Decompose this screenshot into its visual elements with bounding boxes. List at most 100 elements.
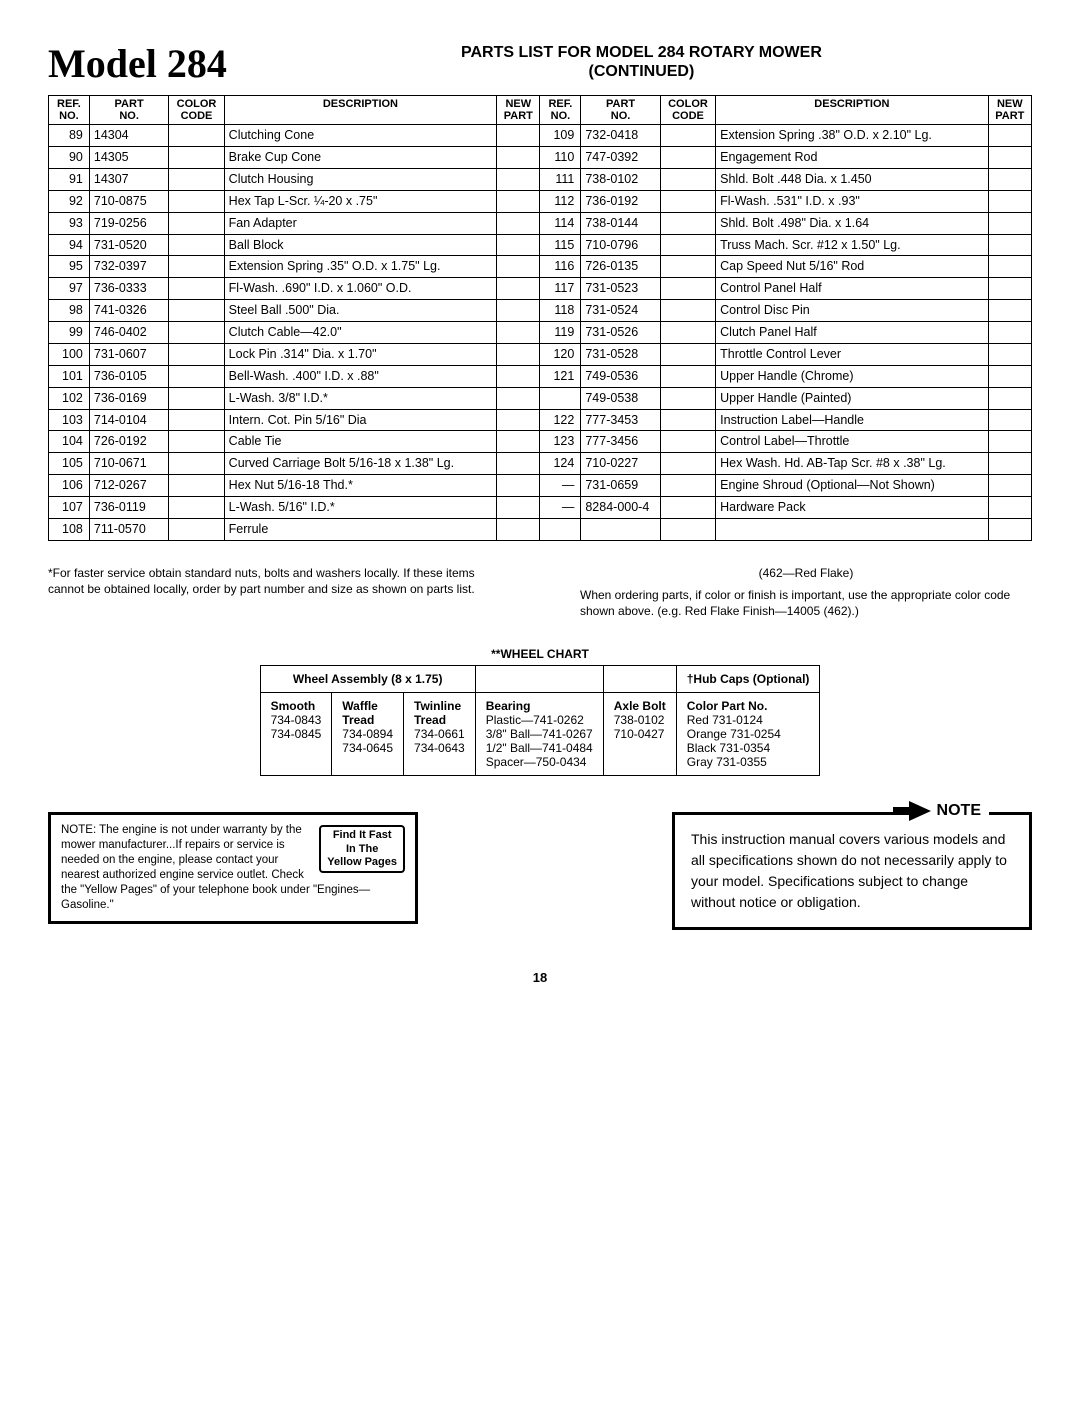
table-row: 93719-0256Fan Adapter114738-0144Shld. Bo… [49,212,1032,234]
part-cell: 736-0333 [89,278,168,300]
color-cell [169,431,224,453]
desc-cell: Ferrule [224,518,497,540]
part-cell: 731-0520 [89,234,168,256]
ref-cell: 114 [540,212,581,234]
wheel-smooth: Smooth734-0843 734-0845 [260,693,332,776]
color-cell [660,278,715,300]
part-cell: 731-0526 [581,322,660,344]
ref-cell: 99 [49,322,90,344]
ref-cell: 106 [49,475,90,497]
new-cell [497,431,540,453]
part-cell: 736-0169 [89,387,168,409]
desc-cell: Control Disc Pin [716,300,989,322]
part-cell: 738-0144 [581,212,660,234]
desc-cell: Steel Ball .500" Dia. [224,300,497,322]
color-cell [660,300,715,322]
table-row: 92710-0875Hex Tap L-Scr. ¼-20 x .75"1127… [49,190,1032,212]
table-row: 106712-0267Hex Nut 5/16-18 Thd.*—731-065… [49,475,1032,497]
new-cell [497,518,540,540]
title-line1: PARTS LIST FOR MODEL 284 ROTARY MOWER [461,44,822,61]
color-cell [660,365,715,387]
wheel-waffle: Waffle Tread734-0894 734-0645 [332,693,404,776]
new-cell [988,278,1031,300]
footnotes: *For faster service obtain standard nuts… [48,565,1032,620]
desc-cell: Ball Block [224,234,497,256]
new-cell [988,453,1031,475]
engine-warranty-note: Find It Fast In The Yellow Pages NOTE: T… [48,812,418,924]
col-new: NEW PART [497,96,540,125]
color-cell [660,453,715,475]
arrow-icon [909,801,931,821]
color-cell [660,168,715,190]
new-cell [988,518,1031,540]
ref-cell: 108 [49,518,90,540]
ref-cell: 115 [540,234,581,256]
footnote-right-text: When ordering parts, if color or finish … [580,587,1032,619]
new-cell [497,125,540,147]
color-cell [660,212,715,234]
color-cell [660,147,715,169]
col-new-2: NEW PART [988,96,1031,125]
table-row: 107736-0119L-Wash. 5/16" I.D.*—8284-000-… [49,497,1032,519]
desc-cell: Extension Spring .38" O.D. x 2.10" Lg. [716,125,989,147]
desc-cell: Lock Pin .314" Dia. x 1.70" [224,343,497,365]
new-cell [497,387,540,409]
new-cell [988,497,1031,519]
ref-cell: 109 [540,125,581,147]
new-cell [497,343,540,365]
desc-cell: Clutching Cone [224,125,497,147]
desc-cell: Shld. Bolt .448 Dia. x 1.450 [716,168,989,190]
table-row: 105710-0671 Curved Carriage Bolt 5/16-18 … [49,453,1032,475]
wheel-chart-title: **WHEEL CHART [48,647,1032,661]
desc-cell [716,518,989,540]
col-part: PART NO. [89,96,168,125]
parts-list-title: PARTS LIST FOR MODEL 284 ROTARY MOWER (C… [251,43,1032,81]
ref-cell: 111 [540,168,581,190]
parts-table: REF. NO. PART NO. COLOR CODE DESCRIPTION… [48,95,1032,541]
new-cell [988,387,1031,409]
new-cell [497,409,540,431]
color-cell [169,212,224,234]
new-cell [497,475,540,497]
ref-cell: 121 [540,365,581,387]
color-cell [169,168,224,190]
desc-cell: Clutch Cable—42.0" [224,322,497,344]
desc-cell: Instruction Label—Handle [716,409,989,431]
desc-cell: Hex Wash. Hd. AB-Tap Scr. #8 x .38" Lg. [716,453,989,475]
ref-cell: 98 [49,300,90,322]
part-cell: 749-0538 [581,387,660,409]
color-cell [169,365,224,387]
desc-cell: Fl-Wash. .531" I.D. x .93" [716,190,989,212]
wheel-bearing: BearingPlastic—741-0262 3/8" Ball—741-02… [475,693,603,776]
new-cell [988,234,1031,256]
desc-cell: Fan Adapter [224,212,497,234]
part-cell: 714-0104 [89,409,168,431]
color-cell [169,497,224,519]
table-row: 100731-0607Lock Pin .314" Dia. x 1.70"12… [49,343,1032,365]
ref-cell: — [540,497,581,519]
desc-cell: Curved Carriage Bolt 5/16-18 x 1.38" Lg. [224,453,497,475]
part-cell: 14307 [89,168,168,190]
table-row: 102736-0169L-Wash. 3/8" I.D.*749-0538Upp… [49,387,1032,409]
manual-note-text: This instruction manual covers various m… [691,831,1007,910]
new-cell [988,147,1031,169]
part-cell: 710-0671 [89,453,168,475]
col-part-2: PART NO. [581,96,660,125]
desc-cell: Throttle Control Lever [716,343,989,365]
desc-cell: Truss Mach. Scr. #12 x 1.50" Lg. [716,234,989,256]
ref-cell: 117 [540,278,581,300]
page-number: 18 [48,970,1032,985]
desc-cell: Engine Shroud (Optional—Not Shown) [716,475,989,497]
part-cell: 732-0418 [581,125,660,147]
desc-cell: Clutch Housing [224,168,497,190]
part-cell: 731-0524 [581,300,660,322]
part-cell: 710-0875 [89,190,168,212]
ref-cell: 97 [49,278,90,300]
ref-cell: 91 [49,168,90,190]
new-cell [497,168,540,190]
desc-cell: Hardware Pack [716,497,989,519]
part-cell: 710-0796 [581,234,660,256]
ref-cell: 105 [49,453,90,475]
color-cell [660,409,715,431]
col-color: COLOR CODE [169,96,224,125]
